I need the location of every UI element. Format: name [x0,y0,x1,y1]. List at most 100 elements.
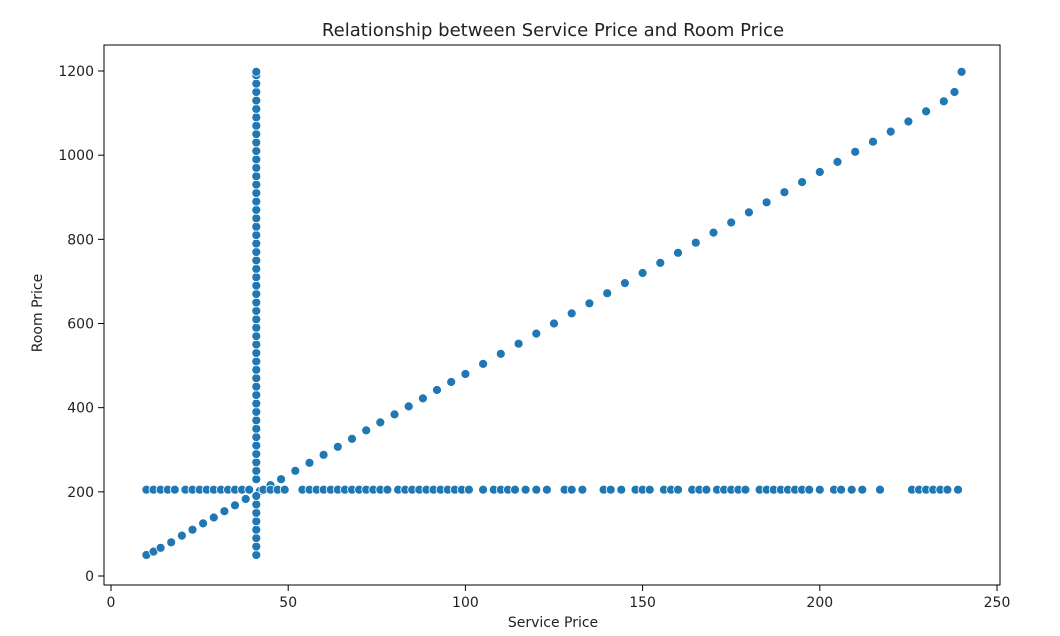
data-point [797,177,807,188]
data-point [942,484,953,495]
data-point [251,499,262,510]
x-tick-label: 200 [806,595,833,611]
data-point [251,491,262,501]
data-point [510,484,520,495]
data-point [903,116,914,127]
data-point [251,398,262,409]
data-point [701,484,712,495]
data-point [276,474,287,485]
data-point [382,484,393,495]
data-point [251,221,262,232]
x-tick-label: 100 [452,595,479,611]
data-point [495,348,506,359]
data-point [602,288,613,299]
y-tick-label: 600 [67,317,94,333]
chart-title: Relationship between Service Price and R… [322,20,784,41]
data-point [166,537,177,548]
data-point [251,247,262,257]
data-point [251,137,262,148]
data-point [251,348,262,358]
data-point [644,484,655,495]
data-point [251,541,262,552]
y-axis-label: Room Price [30,274,46,352]
data-point [251,87,262,97]
data-point [251,146,262,156]
data-point [251,213,262,224]
y-tick-label: 1000 [58,148,94,164]
data-point [251,112,262,123]
data-point [726,217,737,228]
data-point [251,66,262,77]
data-point [318,449,329,460]
data-point [251,188,262,198]
data-point [251,263,262,274]
data-point [949,87,960,97]
data-point [251,154,262,165]
data-point [251,179,262,190]
data-point [251,297,262,308]
data-point [251,432,262,443]
data-point [956,66,967,77]
data-point [251,289,262,299]
data-point [251,457,262,468]
data-point [938,96,949,107]
data-point [690,237,701,248]
data-point [761,197,772,208]
y-tick-label: 1200 [58,64,94,80]
data-point [605,484,616,495]
data-point [251,104,262,114]
data-point [251,305,262,316]
data-point [251,204,262,215]
data-point [616,484,627,495]
data-point [169,484,180,495]
data-point [251,78,262,89]
data-point [868,136,878,147]
data-point [279,484,290,495]
data-point [251,373,262,384]
data-point [219,506,230,517]
data-point [251,331,262,342]
data-point [446,377,457,387]
data-point [566,484,577,495]
data-point [251,465,262,476]
data-point [814,484,825,495]
data-point [637,268,648,278]
x-tick-label: 150 [629,595,656,611]
data-point [251,322,262,333]
data-point [846,484,857,495]
data-point [513,338,524,349]
data-point [744,207,754,218]
data-point [251,171,262,182]
data-point [432,385,442,395]
x-tick-label: 50 [279,595,297,611]
data-point [251,508,262,518]
data-point [251,314,262,325]
y-tick-label: 800 [67,232,94,248]
data-point [251,272,262,283]
data-point [332,441,343,452]
plot-area [103,44,1001,586]
data-point [740,484,751,495]
data-point [478,484,489,495]
data-point [531,484,542,495]
data-point [198,518,209,529]
data-point [240,494,251,504]
data-point [460,369,471,379]
data-point [620,278,630,289]
data-point [230,500,240,511]
data-point [375,417,386,428]
data-point [251,230,262,241]
data-point [251,364,262,375]
data-point [584,298,595,309]
data-point [251,280,262,291]
data-point [251,381,262,392]
data-point [251,423,262,434]
data-point [389,409,400,420]
data-point [417,393,428,404]
data-point [478,358,489,369]
data-point [708,227,719,238]
data-point [251,162,262,173]
data-point [832,156,843,167]
data-point [251,255,262,266]
